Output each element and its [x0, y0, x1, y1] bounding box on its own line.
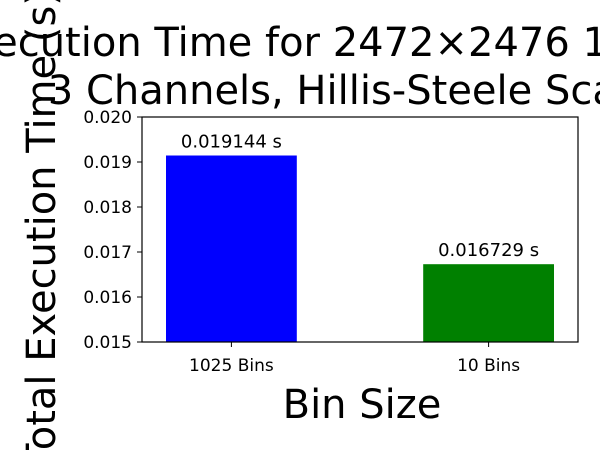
data-label-1025-bins: 0.019144 s [181, 132, 282, 153]
bar-10-bins [423, 264, 554, 342]
x-axis-label: Bin Size [283, 382, 442, 428]
y-tick-label: 0.015 [83, 333, 132, 353]
y-tick-label: 0.017 [83, 243, 132, 263]
data-labels-group: 0.019144 s 0.016729 s [181, 132, 539, 262]
chart-title: Total Execution Time for 2472×2476 16-bi… [0, 20, 600, 114]
y-tick-label: 0.019 [83, 153, 132, 173]
y-axis: 0.015 0.016 0.017 0.018 0.019 0.020 [83, 108, 142, 353]
bars-group [166, 155, 554, 342]
plot-area-frame [141, 116, 579, 343]
y-tick-label: 0.016 [83, 288, 132, 308]
x-tick-label: 10 Bins [457, 356, 520, 376]
bar-1025-bins [166, 155, 297, 342]
data-label-10-bins: 0.016729 s [438, 240, 539, 261]
x-axis: 1025 Bins 10 Bins [189, 342, 520, 376]
chart-title-line-1: Total Execution Time for 2472×2476 16-bi… [0, 20, 600, 66]
y-axis-label: Total Execution Time (s) [19, 0, 65, 450]
x-tick-label: 1025 Bins [189, 356, 274, 376]
y-tick-label: 0.020 [83, 108, 132, 128]
y-tick-label: 0.018 [83, 198, 132, 218]
chart-title-line-2: 3 Channels, Hillis-Steele Scan [48, 68, 600, 114]
